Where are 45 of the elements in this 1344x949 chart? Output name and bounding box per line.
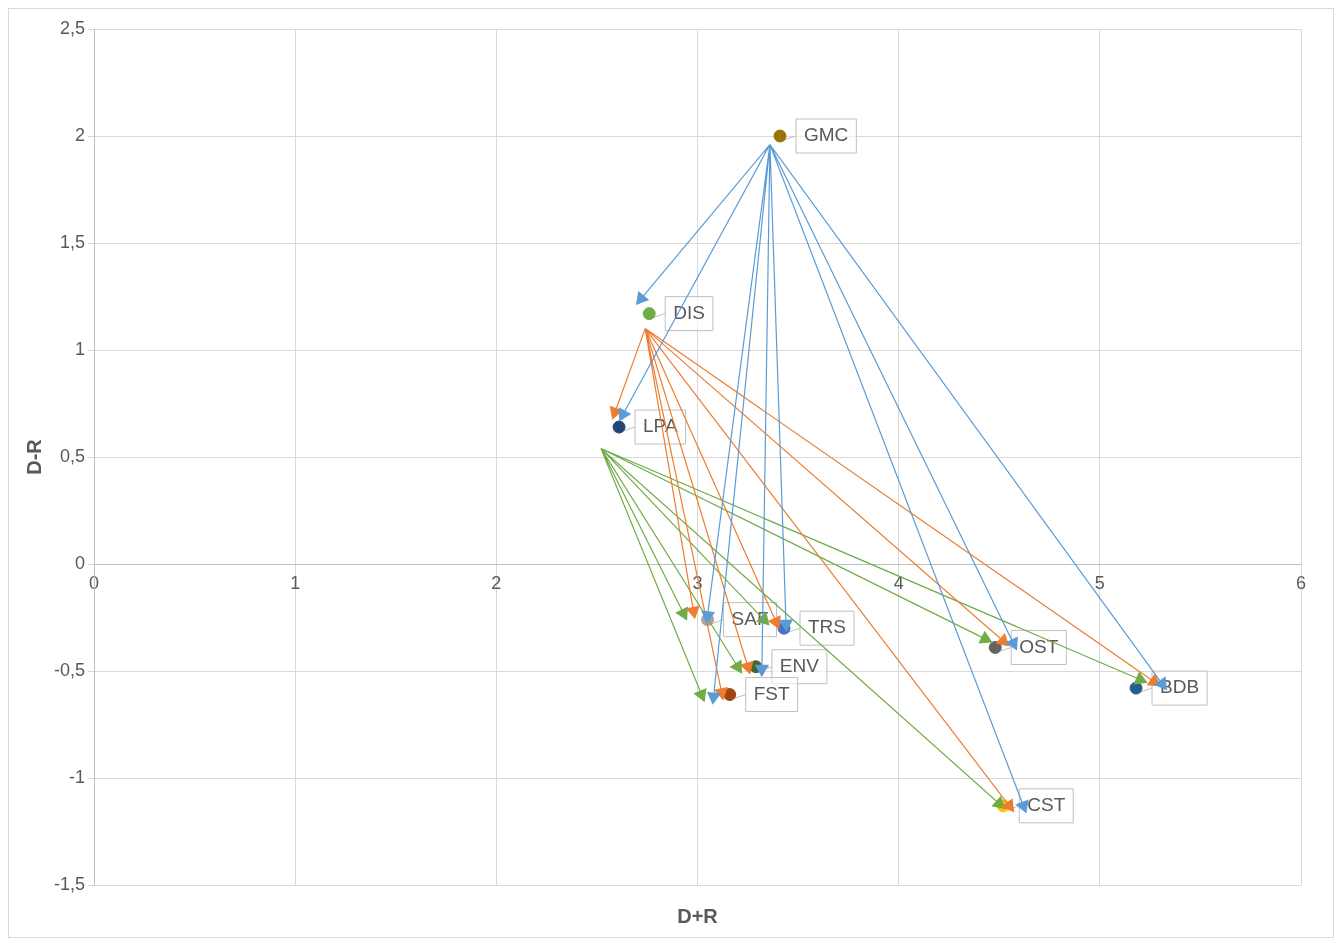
point bbox=[1001, 798, 1015, 812]
x-axis-title: D+R bbox=[677, 904, 719, 927]
y-tick-label: 2 bbox=[75, 124, 86, 145]
point bbox=[978, 631, 993, 644]
point bbox=[1133, 672, 1148, 685]
point bbox=[1129, 681, 1143, 695]
point bbox=[992, 796, 1006, 809]
y-tick-label: 1,5 bbox=[59, 231, 86, 252]
point bbox=[675, 606, 688, 621]
point bbox=[618, 407, 631, 421]
y-tick-label: 0 bbox=[75, 552, 86, 573]
x-tick-label: 4 bbox=[893, 572, 904, 593]
point bbox=[723, 688, 737, 702]
annotation: CST bbox=[1027, 794, 1066, 816]
y-tick-label: 1 bbox=[75, 338, 86, 359]
annotation: GMC bbox=[803, 124, 849, 146]
x-tick-label: 5 bbox=[1094, 572, 1105, 593]
annotation: ENV bbox=[779, 654, 820, 676]
point bbox=[707, 691, 721, 705]
y-tick-label: 2,5 bbox=[59, 17, 86, 38]
point bbox=[740, 661, 754, 675]
y-tick-label: 0,5 bbox=[59, 445, 86, 466]
y-tick-label: -1 bbox=[69, 766, 86, 787]
x-tick-label: 2 bbox=[491, 572, 502, 593]
point bbox=[1015, 799, 1029, 813]
annotation: TRS bbox=[808, 616, 847, 638]
point bbox=[612, 420, 626, 434]
x-tick-label: 0 bbox=[89, 572, 100, 593]
point bbox=[636, 291, 649, 305]
point bbox=[768, 615, 781, 629]
point bbox=[694, 688, 707, 702]
x-tick-label: 1 bbox=[290, 572, 301, 593]
point bbox=[730, 659, 743, 674]
point bbox=[988, 640, 1002, 654]
point bbox=[773, 129, 787, 143]
point bbox=[1005, 636, 1018, 651]
point bbox=[701, 610, 715, 623]
point bbox=[686, 606, 700, 619]
y-axis-title: D-R bbox=[22, 438, 45, 475]
annotation: OST bbox=[1019, 635, 1059, 657]
y-tick-label: -0,5 bbox=[53, 659, 86, 680]
point bbox=[755, 664, 769, 677]
annotation: FST bbox=[753, 682, 790, 704]
y-tick-label: -1,5 bbox=[53, 873, 86, 894]
x-tick-label: 6 bbox=[1295, 572, 1307, 593]
